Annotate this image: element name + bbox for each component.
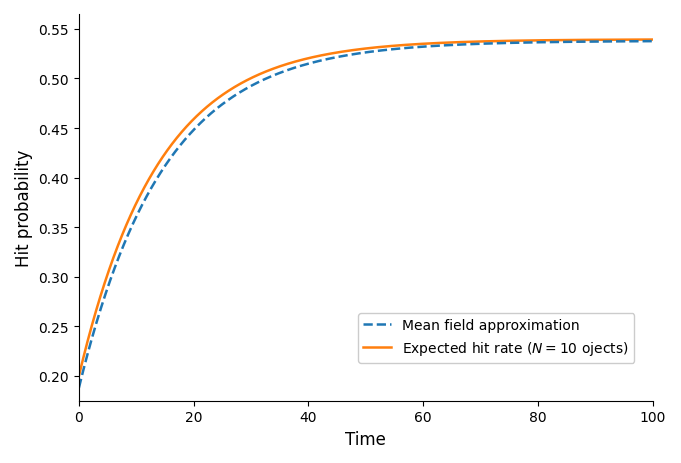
Expected hit rate ($N = 10$ ojects) (104, 270, 112, 275)
Expected hit rate ($N = 10$ ojects) (649, 38, 657, 43)
Mean field approximation (338, 54, 347, 60)
Line: Mean field approximation: Mean field approximation (79, 42, 653, 388)
Mean field approximation (354, 51, 362, 57)
Legend: Mean field approximation, Expected hit rate ($N = 10$ ojects): Mean field approximation, Expected hit r… (358, 313, 635, 363)
Expected hit rate ($N = 10$ ojects) (354, 48, 362, 53)
Mean field approximation (649, 39, 657, 45)
Mean field approximation (75, 385, 83, 391)
Expected hit rate ($N = 10$ ojects) (338, 50, 347, 55)
Expected hit rate ($N = 10$ ojects) (632, 38, 640, 43)
Mean field approximation (526, 41, 535, 46)
Line: Expected hit rate ($N = 10$ ojects): Expected hit rate ($N = 10$ ojects) (79, 40, 653, 376)
Mean field approximation (632, 39, 640, 45)
Expected hit rate ($N = 10$ ojects) (526, 38, 535, 44)
Mean field approximation (104, 284, 112, 289)
Expected hit rate ($N = 10$ ojects) (75, 373, 83, 379)
Mean field approximation (632, 39, 640, 45)
Expected hit rate ($N = 10$ ojects) (632, 38, 640, 43)
Y-axis label: Hit probability: Hit probability (15, 150, 33, 267)
X-axis label: Time: Time (345, 430, 386, 448)
